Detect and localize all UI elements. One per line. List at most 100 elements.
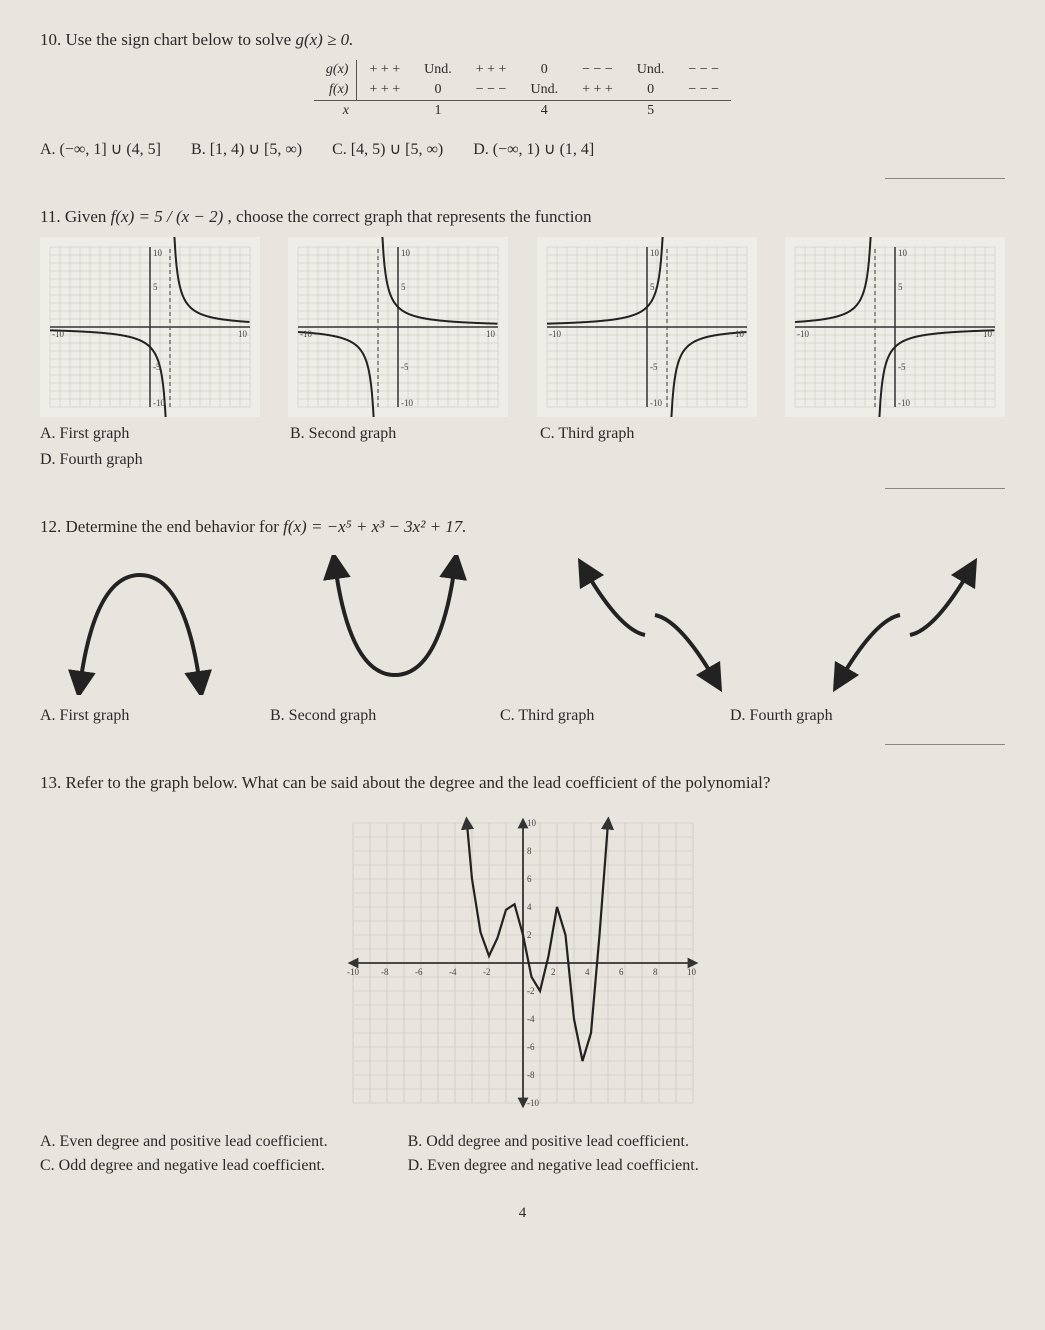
question-12: 12. Determine the end behavior for f(x) … bbox=[40, 517, 1005, 745]
svg-text:10: 10 bbox=[735, 329, 745, 339]
svg-text:-10: -10 bbox=[153, 398, 165, 408]
page-number: 4 bbox=[40, 1205, 1005, 1222]
sign-chart-f-label: f(x) bbox=[314, 80, 357, 101]
q11-choice-c: C. Third graph bbox=[540, 425, 760, 443]
q10-choices: A. (−∞, 1] ∪ (4, 5] B. [1, 4) ∪ [5, ∞) C… bbox=[40, 139, 1005, 159]
svg-text:-2: -2 bbox=[483, 967, 491, 977]
q12-number: 12. bbox=[40, 517, 61, 536]
q10-prompt: 10. Use the sign chart below to solve g(… bbox=[40, 30, 1005, 50]
svg-text:-10: -10 bbox=[527, 1098, 539, 1108]
q13-choice-b: B. Odd degree and positive lead coeffici… bbox=[408, 1133, 699, 1151]
svg-text:10: 10 bbox=[527, 818, 537, 828]
svg-text:10: 10 bbox=[153, 248, 163, 258]
q10-text-pre: Use the sign chart below to solve bbox=[66, 30, 296, 49]
q10-answer-blank bbox=[885, 165, 1005, 179]
question-11: 11. Given f(x) = 5 / (x − 2) , choose th… bbox=[40, 207, 1005, 489]
q11-choices: A. First graph B. Second graph C. Third … bbox=[40, 425, 1005, 469]
q11-graph-d: 10 5 -5 -10 10 -10 bbox=[785, 237, 1005, 417]
sign-chart: g(x) + + + Und. + + + 0 − − − Und. − − −… bbox=[40, 60, 1005, 121]
q13-choice-a: A. Even degree and positive lead coeffic… bbox=[40, 1133, 328, 1151]
q11-choice-b: B. Second graph bbox=[290, 425, 510, 443]
svg-text:-4: -4 bbox=[449, 967, 457, 977]
svg-text:-6: -6 bbox=[415, 967, 423, 977]
svg-text:-10: -10 bbox=[797, 329, 809, 339]
q10-choice-d: D. (−∞, 1) ∪ (1, 4] bbox=[473, 139, 594, 159]
svg-text:-10: -10 bbox=[549, 329, 561, 339]
q12-choices: A. First graph B. Second graph C. Third … bbox=[40, 707, 1005, 725]
svg-text:5: 5 bbox=[898, 282, 903, 292]
svg-text:-8: -8 bbox=[381, 967, 389, 977]
q12-graph-c bbox=[550, 555, 750, 695]
q12-text-pre: Determine the end behavior for bbox=[66, 517, 284, 536]
svg-text:2: 2 bbox=[551, 967, 556, 977]
svg-text:8: 8 bbox=[527, 846, 532, 856]
q12-graph-b bbox=[295, 555, 495, 695]
svg-text:8: 8 bbox=[653, 967, 658, 977]
svg-text:-6: -6 bbox=[527, 1042, 535, 1052]
q10-number: 10. bbox=[40, 30, 61, 49]
svg-text:-10: -10 bbox=[300, 329, 312, 339]
q10-choice-b: B. [1, 4) ∪ [5, ∞) bbox=[191, 139, 302, 159]
q13-graph: -10-8-6-4-2246810108642-2-4-6-8-10 bbox=[333, 803, 713, 1123]
q12-choice-a: A. First graph bbox=[40, 707, 240, 725]
q11-graph-row: 10 5 -5 -10 10 -10 10 5 -5 -10 10 -10 10 5 -5 -10 10 -1… bbox=[40, 237, 1005, 417]
q11-number: 11. bbox=[40, 207, 61, 226]
svg-text:-10: -10 bbox=[650, 398, 662, 408]
svg-text:-2: -2 bbox=[527, 986, 535, 996]
svg-text:2: 2 bbox=[527, 930, 532, 940]
q12-choice-d: D. Fourth graph bbox=[730, 707, 930, 725]
q12-end-behavior-row bbox=[40, 555, 1005, 695]
q11-choice-a: A. First graph bbox=[40, 425, 260, 443]
q13-number: 13. bbox=[40, 773, 61, 792]
q12-answer-blank bbox=[885, 731, 1005, 745]
svg-text:-10: -10 bbox=[52, 329, 64, 339]
q13-choice-d: D. Even degree and negative lead coeffic… bbox=[408, 1157, 699, 1175]
svg-text:10: 10 bbox=[401, 248, 411, 258]
q12-prompt: 12. Determine the end behavior for f(x) … bbox=[40, 517, 1005, 537]
q11-text-post: , choose the correct graph that represen… bbox=[228, 207, 592, 226]
q10-choice-c: C. [4, 5) ∪ [5, ∞) bbox=[332, 139, 443, 159]
q12-choice-c: C. Third graph bbox=[500, 707, 700, 725]
svg-text:-5: -5 bbox=[650, 362, 658, 372]
svg-text:10: 10 bbox=[238, 329, 248, 339]
q11-text-pre: Given bbox=[65, 207, 111, 226]
q11-choice-d: D. Fourth graph bbox=[40, 451, 260, 469]
q11-graph-b: 10 5 -5 -10 10 -10 bbox=[288, 237, 508, 417]
q10-choice-a: A. (−∞, 1] ∪ (4, 5] bbox=[40, 139, 161, 159]
svg-text:10: 10 bbox=[486, 329, 496, 339]
q13-prompt: 13. Refer to the graph below. What can b… bbox=[40, 773, 1005, 793]
svg-text:-10: -10 bbox=[898, 398, 910, 408]
q11-expr: f(x) = 5 / (x − 2) bbox=[111, 207, 224, 226]
q12-choice-b: B. Second graph bbox=[270, 707, 470, 725]
q12-graph-a bbox=[40, 555, 240, 695]
svg-text:-5: -5 bbox=[898, 362, 906, 372]
q11-graph-a: 10 5 -5 -10 10 -10 bbox=[40, 237, 260, 417]
svg-text:10: 10 bbox=[687, 967, 697, 977]
q11-answer-blank bbox=[885, 475, 1005, 489]
svg-text:-8: -8 bbox=[527, 1070, 535, 1080]
svg-text:5: 5 bbox=[401, 282, 406, 292]
svg-text:-4: -4 bbox=[527, 1014, 535, 1024]
svg-text:6: 6 bbox=[527, 874, 532, 884]
svg-text:10: 10 bbox=[898, 248, 908, 258]
svg-text:10: 10 bbox=[650, 248, 660, 258]
q11-prompt: 11. Given f(x) = 5 / (x − 2) , choose th… bbox=[40, 207, 1005, 227]
svg-text:-10: -10 bbox=[401, 398, 413, 408]
q12-expr: f(x) = −x⁵ + x³ − 3x² + 17. bbox=[283, 517, 466, 536]
svg-text:5: 5 bbox=[153, 282, 158, 292]
svg-text:6: 6 bbox=[619, 967, 624, 977]
svg-text:-5: -5 bbox=[153, 362, 161, 372]
question-10: 10. Use the sign chart below to solve g(… bbox=[40, 30, 1005, 179]
q11-graph-c: 10 5 -5 -10 10 -10 bbox=[537, 237, 757, 417]
q10-expr: g(x) ≥ 0. bbox=[295, 30, 353, 49]
svg-text:-5: -5 bbox=[401, 362, 409, 372]
question-13: 13. Refer to the graph below. What can b… bbox=[40, 773, 1005, 1175]
q13-choice-c: C. Odd degree and negative lead coeffici… bbox=[40, 1157, 328, 1175]
sign-chart-g-label: g(x) bbox=[314, 60, 357, 80]
svg-text:-10: -10 bbox=[347, 967, 359, 977]
svg-text:10: 10 bbox=[983, 329, 993, 339]
q13-choices: A. Even degree and positive lead coeffic… bbox=[40, 1133, 1005, 1175]
svg-text:5: 5 bbox=[650, 282, 655, 292]
svg-text:4: 4 bbox=[527, 902, 532, 912]
sign-chart-x-label: x bbox=[314, 101, 357, 122]
